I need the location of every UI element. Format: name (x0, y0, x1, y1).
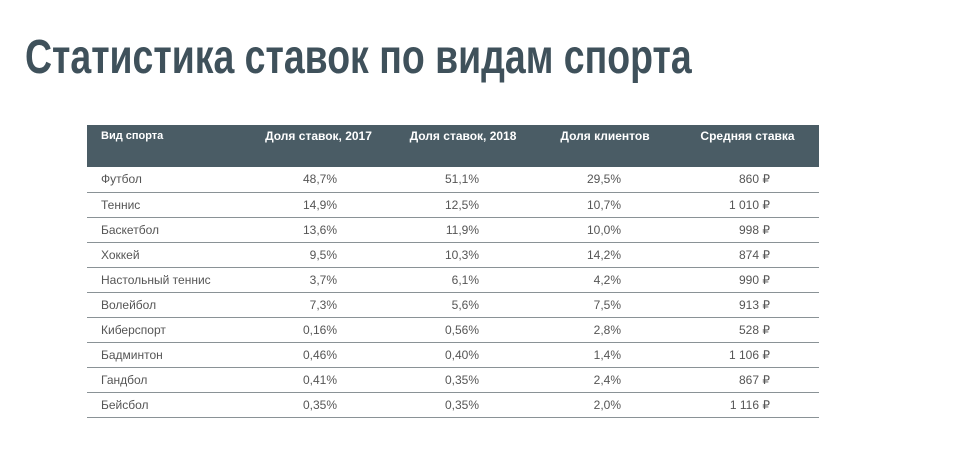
table-row: Бадминтон 0,46% 0,40% 1,4% 1 106 ₽ (87, 342, 819, 368)
sport-name: Баскетбол (87, 217, 245, 243)
table-cell: 867 ₽ (676, 367, 819, 393)
sport-name: Киберспорт (87, 317, 245, 343)
table-cell: 998 ₽ (676, 217, 819, 243)
table-cell: 6,1% (392, 267, 534, 293)
table-cell: 990 ₽ (676, 267, 819, 293)
table-cell: 11,9% (392, 217, 534, 243)
table-cell: 10,3% (392, 242, 534, 268)
table-cell: 0,35% (392, 392, 534, 418)
table-cell: 14,2% (534, 242, 676, 268)
table-row: Волейбол 7,3% 5,6% 7,5% 913 ₽ (87, 292, 819, 318)
table-cell: 9,5% (245, 242, 392, 268)
table-cell: 12,5% (392, 192, 534, 218)
sport-name: Гандбол (87, 367, 245, 393)
column-header: Вид спорта (87, 125, 245, 167)
table-cell: 5,6% (392, 292, 534, 318)
sport-name: Бадминтон (87, 342, 245, 368)
column-header: Доля ставок, 2018 (392, 125, 534, 167)
page-title: Статистика ставок по видам спорта (25, 31, 692, 84)
table-row: Настольный теннис 3,7% 6,1% 4,2% 990 ₽ (87, 267, 819, 293)
table-cell: 14,9% (245, 192, 392, 218)
table-row: Бейсбол 0,35% 0,35% 2,0% 1 116 ₽ (87, 392, 819, 418)
table-row: Киберспорт 0,16% 0,56% 2,8% 528 ₽ (87, 317, 819, 343)
table-cell: 1,4% (534, 342, 676, 368)
table-cell: 0,40% (392, 342, 534, 368)
table-cell: 7,5% (534, 292, 676, 318)
table-cell: 2,4% (534, 367, 676, 393)
sport-name: Футбол (87, 167, 245, 193)
table-cell: 13,6% (245, 217, 392, 243)
table-cell: 0,35% (392, 367, 534, 393)
table-cell: 1 106 ₽ (676, 342, 819, 368)
table-cell: 1 010 ₽ (676, 192, 819, 218)
table-cell: 874 ₽ (676, 242, 819, 268)
table-cell: 0,35% (245, 392, 392, 418)
table-cell: 51,1% (392, 167, 534, 193)
table-cell: 4,2% (534, 267, 676, 293)
table-cell: 913 ₽ (676, 292, 819, 318)
stats-table: Вид спорта Доля ставок, 2017 Доля ставок, … (87, 125, 819, 418)
table-body: Футбол 48,7% 51,1% 29,5% 860 ₽ Теннис 14,9% 12,… (87, 167, 819, 418)
table-cell: 3,7% (245, 267, 392, 293)
table-cell: 528 ₽ (676, 317, 819, 343)
table-row: Гандбол 0,41% 0,35% 2,4% 867 ₽ (87, 367, 819, 393)
table-row: Футбол 48,7% 51,1% 29,5% 860 ₽ (87, 167, 819, 193)
table-row: Теннис 14,9% 12,5% 10,7% 1 010 ₽ (87, 192, 819, 218)
table-cell: 0,16% (245, 317, 392, 343)
table-cell: 10,7% (534, 192, 676, 218)
table-cell: 2,0% (534, 392, 676, 418)
sport-name: Бейсбол (87, 392, 245, 418)
header-row: Вид спорта Доля ставок, 2017 Доля ставок, … (87, 125, 819, 167)
table-cell: 2,8% (534, 317, 676, 343)
table-cell: 10,0% (534, 217, 676, 243)
table-cell: 1 116 ₽ (676, 392, 819, 418)
table-cell: 0,41% (245, 367, 392, 393)
sport-name: Хоккей (87, 242, 245, 268)
table-cell: 29,5% (534, 167, 676, 193)
table-cell: 0,46% (245, 342, 392, 368)
sport-name: Настольный теннис (87, 267, 245, 293)
sport-name: Волейбол (87, 292, 245, 318)
table-cell: 7,3% (245, 292, 392, 318)
table-cell: 860 ₽ (676, 167, 819, 193)
table-row: Баскетбол 13,6% 11,9% 10,0% 998 ₽ (87, 217, 819, 243)
table-cell: 0,56% (392, 317, 534, 343)
table-cell: 48,7% (245, 167, 392, 193)
column-header: Средняя ставка (676, 125, 819, 167)
table-row: Хоккей 9,5% 10,3% 14,2% 874 ₽ (87, 242, 819, 268)
sport-name: Теннис (87, 192, 245, 218)
column-header: Доля клиентов (534, 125, 676, 167)
column-header: Доля ставок, 2017 (245, 125, 392, 167)
